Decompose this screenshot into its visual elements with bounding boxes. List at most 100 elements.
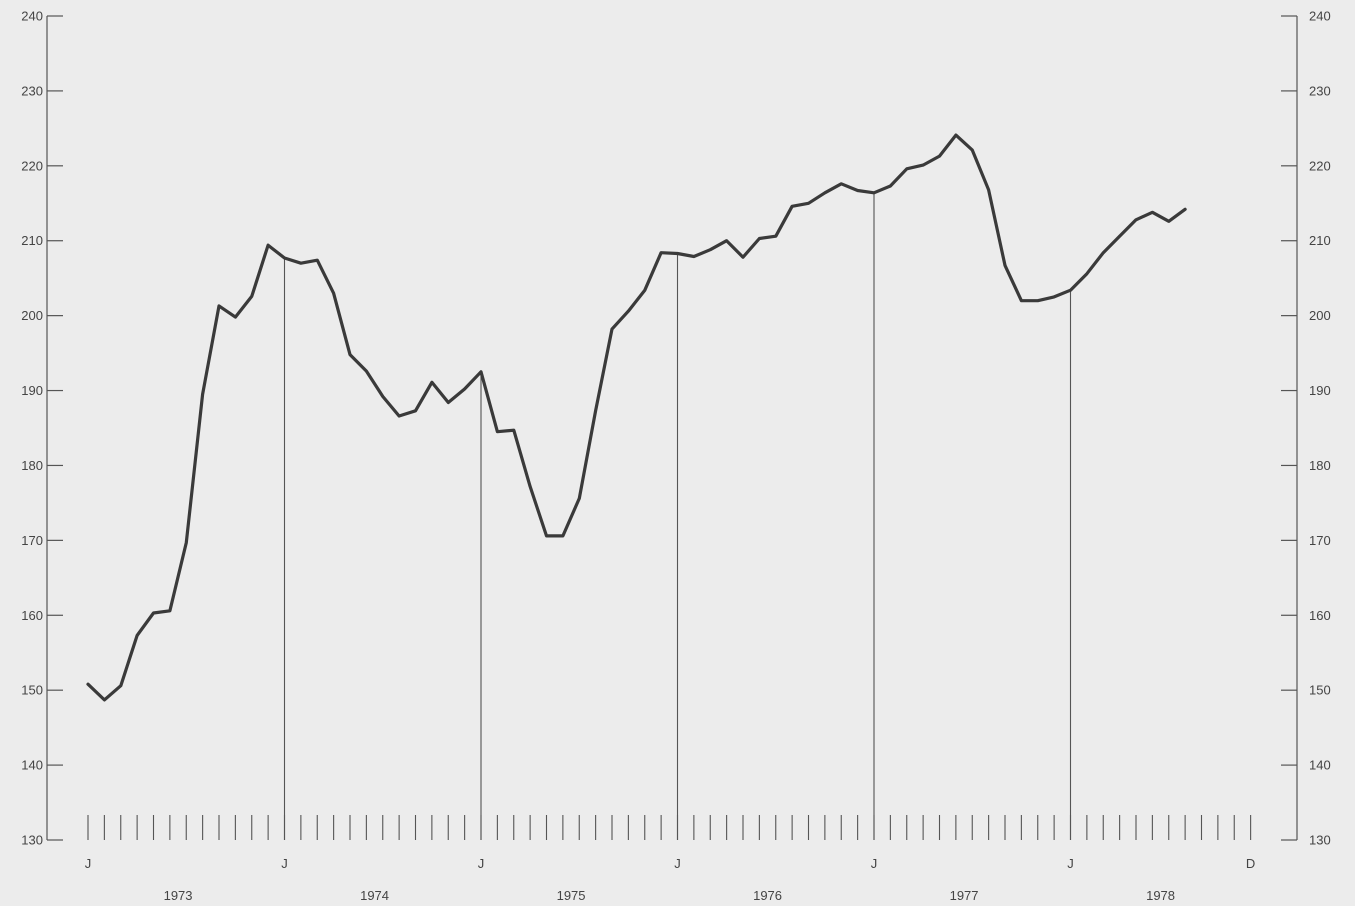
data-point <box>938 155 940 157</box>
year-label: 1975 <box>557 888 586 903</box>
month-label: J <box>1067 856 1074 871</box>
month-label: J <box>871 856 878 871</box>
right-y-tick-label: 130 <box>1309 833 1331 848</box>
right-y-axis: 130 140 150 160 170 180 190 200 210 220 230 240 <box>1281 9 1331 848</box>
data-point <box>349 353 351 355</box>
right-y-tick-label: 210 <box>1309 233 1331 248</box>
data-point <box>987 189 989 191</box>
data-point <box>955 134 957 136</box>
left-y-tick-label: 130 <box>21 833 43 848</box>
data-point <box>922 164 924 166</box>
year-label: 1977 <box>950 888 979 903</box>
data-point <box>513 429 515 431</box>
month-label: J <box>281 856 288 871</box>
year-label: 1974 <box>360 888 389 903</box>
data-point <box>889 185 891 187</box>
data-point <box>480 371 482 373</box>
right-y-tick-label: 190 <box>1309 383 1331 398</box>
data-point <box>824 192 826 194</box>
data-point <box>185 541 187 543</box>
data-point <box>382 395 384 397</box>
data-point <box>758 237 760 239</box>
data-point <box>1102 252 1104 254</box>
left-y-tick-label: 190 <box>21 383 43 398</box>
data-point <box>267 244 269 246</box>
month-label: J <box>674 856 681 871</box>
right-y-tick-label: 170 <box>1309 533 1331 548</box>
month-label: D <box>1246 856 1255 871</box>
data-point <box>316 259 318 261</box>
data-point <box>1020 300 1022 302</box>
series-line <box>88 135 1185 700</box>
data-point <box>87 683 89 685</box>
data-point <box>414 410 416 412</box>
right-y-tick-label: 200 <box>1309 308 1331 323</box>
left-y-tick-label: 140 <box>21 758 43 773</box>
series-group <box>87 134 1187 701</box>
data-point <box>578 497 580 499</box>
right-y-tick-label: 180 <box>1309 458 1331 473</box>
year-dividers <box>285 193 1071 840</box>
data-point <box>1118 235 1120 237</box>
data-point <box>1086 273 1088 275</box>
data-point <box>545 535 547 537</box>
data-point <box>1135 219 1137 221</box>
year-label: 1976 <box>753 888 782 903</box>
left-y-tick-label: 200 <box>21 308 43 323</box>
right-y-tick-label: 230 <box>1309 83 1331 98</box>
data-point <box>463 388 465 390</box>
right-y-tick-label: 160 <box>1309 608 1331 623</box>
data-point <box>529 485 531 487</box>
data-point <box>120 685 122 687</box>
data-point <box>1184 208 1186 210</box>
left-y-tick-label: 160 <box>21 608 43 623</box>
data-point <box>1069 289 1071 291</box>
data-point <box>807 202 809 204</box>
data-point <box>676 252 678 254</box>
data-point <box>627 310 629 312</box>
data-point <box>856 189 858 191</box>
data-point <box>644 289 646 291</box>
data-point <box>775 235 777 237</box>
left-y-tick-label: 170 <box>21 533 43 548</box>
data-point <box>218 305 220 307</box>
left-y-tick-label: 240 <box>21 9 43 24</box>
data-point <box>300 262 302 264</box>
data-point <box>873 192 875 194</box>
data-point <box>251 295 253 297</box>
data-point <box>103 699 105 701</box>
data-point <box>234 316 236 318</box>
right-y-tick-label: 150 <box>1309 683 1331 698</box>
left-y-tick-label: 220 <box>21 158 43 173</box>
year-labels: 1973 1974 1975 1976 1977 1978 <box>164 888 1175 903</box>
data-point <box>611 328 613 330</box>
data-point <box>152 612 154 614</box>
month-label: J <box>85 856 92 871</box>
data-point <box>594 410 596 412</box>
data-point <box>496 431 498 433</box>
data-point <box>660 252 662 254</box>
data-point <box>1004 264 1006 266</box>
data-point <box>562 535 564 537</box>
data-point <box>742 256 744 258</box>
right-y-tick-label: 220 <box>1309 158 1331 173</box>
data-point <box>1037 300 1039 302</box>
year-label: 1978 <box>1146 888 1175 903</box>
data-point <box>906 168 908 170</box>
data-point <box>201 393 203 395</box>
data-point <box>398 415 400 417</box>
data-point <box>725 240 727 242</box>
left-y-tick-label: 210 <box>21 233 43 248</box>
data-point <box>136 634 138 636</box>
month-label: J <box>478 856 485 871</box>
data-point <box>709 249 711 251</box>
data-point <box>365 370 367 372</box>
month-ticks <box>88 815 1251 840</box>
right-y-tick-label: 140 <box>1309 758 1331 773</box>
left-y-tick-label: 150 <box>21 683 43 698</box>
year-label: 1973 <box>164 888 193 903</box>
left-y-tick-label: 180 <box>21 458 43 473</box>
